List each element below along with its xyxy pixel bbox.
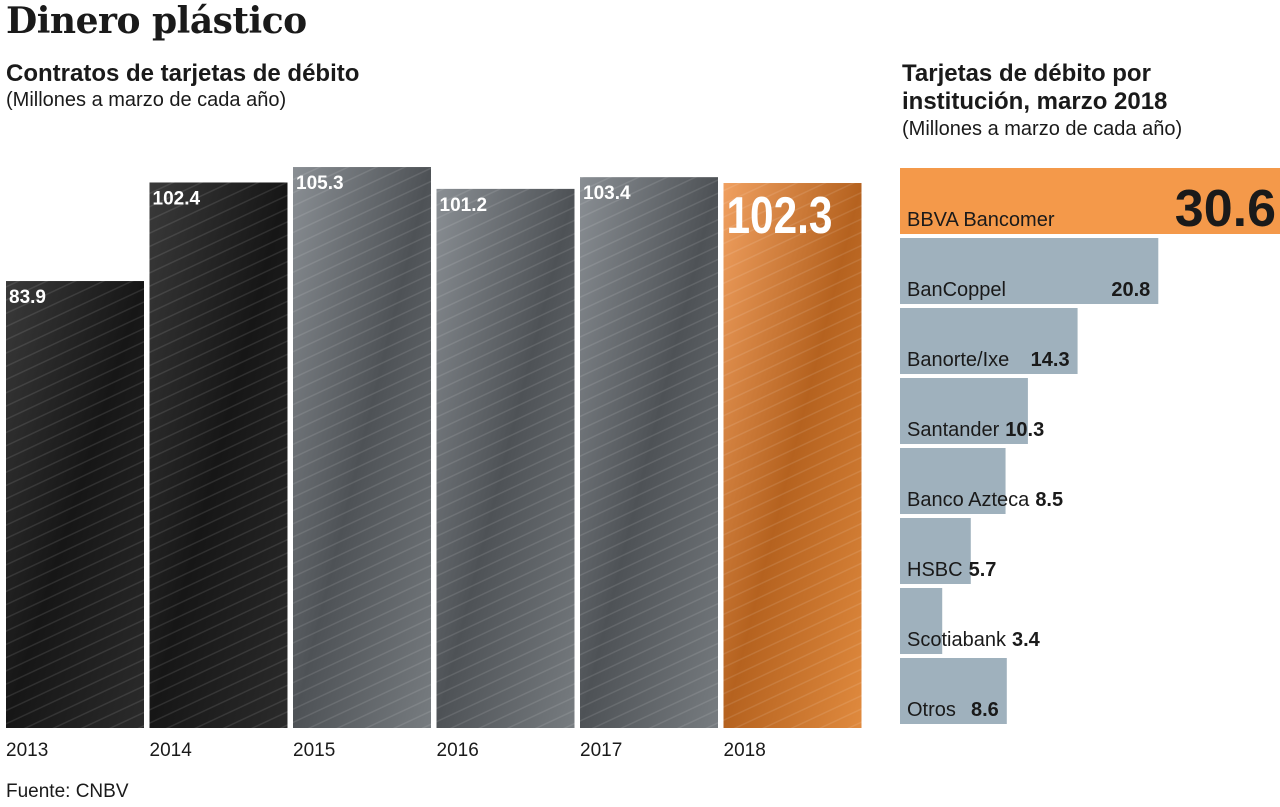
institution-value: 8.5 — [1035, 489, 1063, 511]
hbar-santander — [900, 378, 1028, 444]
hbar-banorte-ixe — [900, 308, 1078, 374]
year-label-2018: 2018 — [724, 740, 766, 761]
institution-value: 8.6 — [971, 699, 999, 721]
year-label-2015: 2015 — [293, 740, 335, 761]
institution-value: 10.3 — [1005, 419, 1044, 441]
value-label-2017: 103.4 — [583, 183, 631, 204]
hbar-hsbc — [900, 518, 971, 584]
main-title: Dinero plástico — [6, 0, 307, 42]
institution-value: 14.3 — [1031, 349, 1070, 371]
institution-label: HSBC — [907, 559, 963, 581]
hbar-scotiabank — [900, 588, 943, 654]
contracts-bar-chart: 83.9 2013 102.4 2014 105.3 2015 101.2 2016 103.4… — [6, 167, 862, 761]
institution-value: 5.7 — [969, 559, 997, 581]
institution-bar-chart: BBVA Bancomer 30.6 BanCoppel 20.8 Banorte/Ix… — [900, 168, 1280, 724]
source-note: Fuente: CNBV — [6, 781, 129, 802]
hbar-bancoppel — [900, 238, 1159, 304]
institution-label: Banco Azteca — [907, 489, 1030, 511]
bar-texture-2018 — [723, 183, 862, 728]
institution-label: Scotiabank — [907, 629, 1007, 651]
institution-value: 3.4 — [1012, 629, 1041, 651]
bar-texture-2017 — [580, 177, 718, 728]
value-label-2016: 101.2 — [440, 195, 488, 216]
institution-label: Otros — [907, 699, 956, 721]
hbar-banco-azteca — [900, 448, 1006, 514]
value-label-2014: 102.4 — [153, 188, 201, 209]
left-chart-title: Contratos de tarjetas de débito — [6, 60, 360, 87]
hbar-bbva-bancomer — [900, 168, 1280, 234]
institution-value: 20.8 — [1111, 279, 1150, 301]
left-chart-subtitle: (Millones a marzo de cada año) — [6, 89, 287, 111]
bar-texture-2015 — [293, 167, 431, 728]
right-chart-subtitle: (Millones a marzo de cada año) — [902, 118, 1183, 140]
value-label-2015: 105.3 — [296, 173, 344, 194]
year-label-2016: 2016 — [437, 740, 479, 761]
bar-texture-2014 — [149, 182, 288, 728]
bar-texture-2016 — [436, 188, 575, 728]
institution-label: BanCoppel — [907, 279, 1006, 301]
year-label-2014: 2014 — [150, 740, 193, 761]
institution-label: Banorte/Ixe — [907, 349, 1009, 371]
institution-value: 30.6 — [1175, 180, 1276, 238]
right-chart-title: Tarjetas de débito por institución, marz… — [902, 60, 1168, 115]
institution-label: BBVA Bancomer — [907, 209, 1055, 231]
bar-texture-2013 — [6, 281, 144, 728]
hbar-otros — [900, 658, 1007, 724]
value-label-2013: 83.9 — [9, 287, 46, 308]
year-label-2017: 2017 — [580, 740, 622, 761]
value-label-2018: 102.3 — [727, 187, 833, 245]
institution-label: Santander — [907, 419, 1000, 441]
year-label-2013: 2013 — [6, 740, 48, 761]
